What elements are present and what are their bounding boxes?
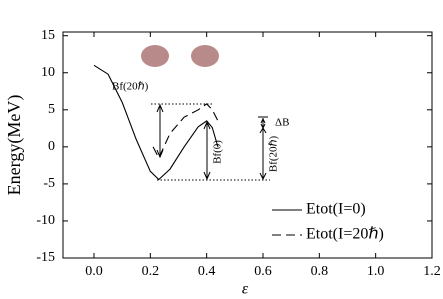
annotation: Bf(20ℏ) [112, 81, 149, 93]
y-tick-label: -10 [36, 213, 55, 228]
x-tick-label: 1.2 [423, 264, 441, 279]
x-tick-label: 1.0 [367, 264, 385, 279]
arrow-head [259, 117, 267, 181]
y-tick-label: 5 [48, 102, 55, 117]
nucleus-shape [191, 45, 219, 67]
curve [93, 64, 219, 181]
plot-frame [62, 31, 433, 259]
curve [152, 103, 219, 160]
y-tick-label: 15 [41, 28, 55, 43]
y-tick-label: -15 [36, 250, 55, 265]
y-tick-label: -5 [43, 176, 55, 191]
annotation: Bf(20ℏ) [268, 136, 280, 173]
x-tick-label: 0.0 [85, 264, 103, 279]
legend-label: Etot(I=0) [306, 201, 366, 218]
x-axis-label: ε [242, 281, 249, 298]
x-tick-label: 0.8 [311, 264, 329, 279]
annotation: Bf(0) [212, 140, 224, 164]
y-tick-label: 0 [48, 139, 55, 154]
y-axis-label: Energy(MeV) [4, 95, 25, 196]
x-tick-label: 0.6 [254, 264, 272, 279]
arrow-head [156, 103, 164, 159]
nucleus-shape [141, 45, 169, 67]
x-tick-label: 0.2 [142, 264, 160, 279]
y-tick-label: 10 [41, 65, 55, 80]
annotation: ΔB [275, 117, 289, 129]
x-tick-label: 0.4 [198, 264, 216, 279]
legend-label: Etot(I=20ℏ) [306, 226, 384, 243]
